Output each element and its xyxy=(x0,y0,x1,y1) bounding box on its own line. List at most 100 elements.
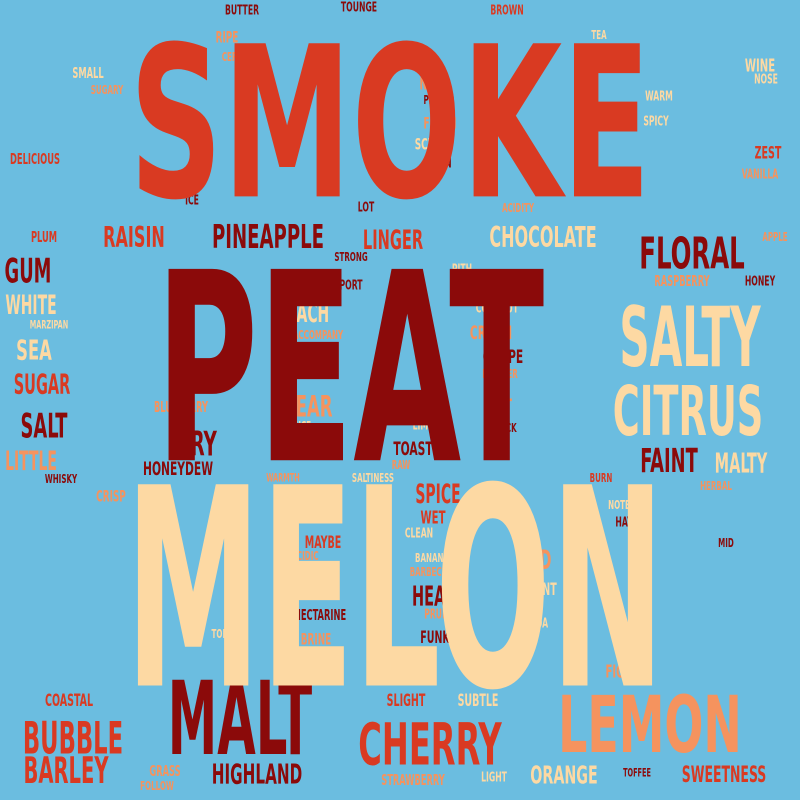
word-cocoa: COCOA xyxy=(517,616,549,632)
word-burn: BURN xyxy=(589,470,613,486)
word-brown: BROWN xyxy=(490,3,524,19)
word-brine: BRINE xyxy=(300,630,332,649)
word-cut: CUT xyxy=(488,395,512,418)
word-port: PORT xyxy=(339,278,363,294)
word-crisp: CRISP xyxy=(96,487,126,506)
word-dry: DRY xyxy=(175,424,217,464)
word-whisky: WHISKY xyxy=(44,471,78,487)
word-nose: NOSE xyxy=(754,72,778,88)
word-pith: PITH xyxy=(451,262,473,278)
word-acidity: ACIDITY xyxy=(502,200,534,216)
word-sauce: SAUCE xyxy=(284,418,312,434)
word-heat: HEAT xyxy=(412,581,454,613)
word-small: SMALL xyxy=(72,65,104,83)
word-acidic: ACIDIC xyxy=(291,548,319,564)
word-spice: SPICE xyxy=(415,478,461,510)
word-quick: QUICK xyxy=(491,420,517,436)
word-toffee: TOFFEE xyxy=(623,766,651,780)
word-sugary: SUGARY xyxy=(90,82,124,98)
word-honey: HONEY xyxy=(744,274,776,290)
word-wet: WET xyxy=(420,507,446,529)
word-red: RED xyxy=(518,544,552,576)
word-tea: TEA xyxy=(591,27,607,43)
word-ripe: RIPE xyxy=(215,28,239,47)
word-chocolate: CHOCOLATE xyxy=(489,221,597,255)
word-lemon: LEMON xyxy=(558,678,742,771)
word-prune: PRUNE xyxy=(424,607,454,623)
word-honeydew: HONEYDEW xyxy=(143,458,213,481)
word-clean: CLEAN xyxy=(404,526,434,542)
word-pepper: PEPPER xyxy=(423,92,455,108)
word-accompany: ACCOMPANY xyxy=(292,327,344,343)
word-blueberry: BLUEBERRY xyxy=(153,399,209,417)
word-butter: BUTTER xyxy=(224,3,260,19)
word-mid: MID xyxy=(718,535,734,551)
word-cream: CREAM xyxy=(469,322,513,345)
word-hay: HAY xyxy=(615,515,633,531)
word-linger: LINGER xyxy=(362,224,424,256)
word-bit: BIT xyxy=(515,150,531,166)
word-malt: MALT xyxy=(167,660,313,780)
word-citrus: CITRUS xyxy=(612,371,764,452)
word-fresh: FRESH xyxy=(423,114,457,133)
word-warm: WARM xyxy=(645,89,673,105)
word-nice: NICE xyxy=(419,73,445,94)
word-faint: FAINT xyxy=(640,442,698,481)
word-lime: LIME xyxy=(412,418,434,434)
word-follow: FOLLOW xyxy=(140,778,174,794)
word-barley: BARLEY xyxy=(23,750,109,793)
word-white: WHITE xyxy=(5,289,57,321)
word-tounge: TOUNGE xyxy=(340,0,378,16)
word-sweetness: SWEETNESS xyxy=(681,761,767,788)
word-note: NOTE xyxy=(608,497,630,513)
word-raisin: RAISIN xyxy=(103,221,165,255)
word-delicious: DELICIOUS xyxy=(10,151,60,169)
word-cereal: CEREAL xyxy=(221,49,253,65)
word-strawberry: STRAWBERRY xyxy=(381,772,445,790)
word-raspberry: RASPBERRY xyxy=(654,273,710,291)
word-peat: PEAT xyxy=(155,216,545,523)
word-salt: SALT xyxy=(20,406,68,446)
word-lot: LOT xyxy=(357,200,375,216)
word-cherry: CHERRY xyxy=(358,710,502,779)
word-sugar: SUGAR xyxy=(13,369,71,401)
word-spicy: SPICY xyxy=(643,114,669,130)
word-salty: SALTY xyxy=(619,288,761,386)
word-orange: ORANGE xyxy=(530,760,598,790)
word-marzipan: MARZIPAN xyxy=(29,318,69,332)
word-melon: MELON xyxy=(125,429,665,751)
word-powder: POWDER xyxy=(482,366,518,382)
word-nectarine: NECTARINE xyxy=(293,607,347,625)
word-barbecue: BARBECUE xyxy=(409,564,453,580)
word-apple: APPLE xyxy=(762,229,788,245)
word-ton: TON xyxy=(211,626,229,642)
word-peach: PEACH xyxy=(276,297,330,329)
word-grape: GRAPE xyxy=(482,346,524,369)
word-highland: HIGHLAND xyxy=(211,759,303,791)
word-coconut: COCONUT xyxy=(475,301,519,317)
word-plum: PLUM xyxy=(30,229,58,247)
word-pear: PEAR xyxy=(283,389,333,424)
word-wine: WINE xyxy=(744,55,776,77)
word-subtle: SUBTLE xyxy=(457,690,499,711)
word-floral: FLORAL xyxy=(639,228,745,280)
word-ice: ICE xyxy=(185,193,199,209)
word-sea: SEA xyxy=(16,335,52,367)
word-green: GREEN xyxy=(422,156,452,172)
word-banana: BANANA xyxy=(415,550,449,566)
word-coastal: COASTAL xyxy=(44,690,94,711)
word-slight: SLIGHT xyxy=(386,690,426,711)
word-mint: MINT xyxy=(529,579,557,600)
word-warmth: WARMTH xyxy=(266,471,300,485)
word-zest: ZEST xyxy=(754,142,782,163)
word-raw: RAW xyxy=(391,457,411,473)
word-toast: TOAST xyxy=(393,438,433,461)
word-little: LITTLE xyxy=(5,445,57,477)
word-funk: FUNK xyxy=(420,627,450,648)
word-scent: SCENT xyxy=(414,135,448,154)
word-vanilla: VANILLA xyxy=(741,167,779,183)
word-malty: MALTY xyxy=(714,448,768,480)
word-grass: GRASS xyxy=(149,763,181,781)
word-saltiness: SALTINESS xyxy=(351,470,395,486)
